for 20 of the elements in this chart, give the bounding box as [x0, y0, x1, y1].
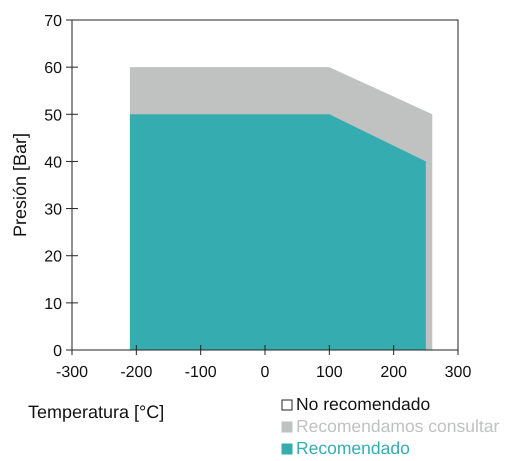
x-tick-label: 0 — [260, 364, 270, 381]
y-tick-label: 50 — [44, 107, 62, 124]
x-axis-title: Temperatura [°C] — [28, 402, 164, 422]
y-tick-label: 30 — [44, 202, 62, 219]
y-tick-label: 20 — [44, 248, 62, 266]
y-tick-label: 10 — [44, 296, 62, 313]
x-tick-label: 100 — [316, 364, 343, 381]
x-tick-label: 300 — [444, 364, 472, 381]
x-tick-label: -200 — [120, 364, 152, 381]
legend-label: Recomendamos consultar — [296, 416, 500, 436]
x-tick-label: -300 — [56, 364, 88, 381]
x-tick-label: -100 — [184, 364, 217, 381]
legend-label: Recomendado — [296, 438, 410, 458]
y-tick-label: 0 — [53, 343, 62, 360]
x-tick-label: 200 — [380, 364, 408, 381]
y-tick-label: 40 — [44, 154, 62, 172]
y-tick-label: 70 — [44, 13, 62, 30]
y-axis-title: Presión [Bar] — [10, 132, 30, 238]
y-tick-label: 60 — [44, 60, 62, 78]
legend-label: No recomendado — [296, 394, 430, 414]
